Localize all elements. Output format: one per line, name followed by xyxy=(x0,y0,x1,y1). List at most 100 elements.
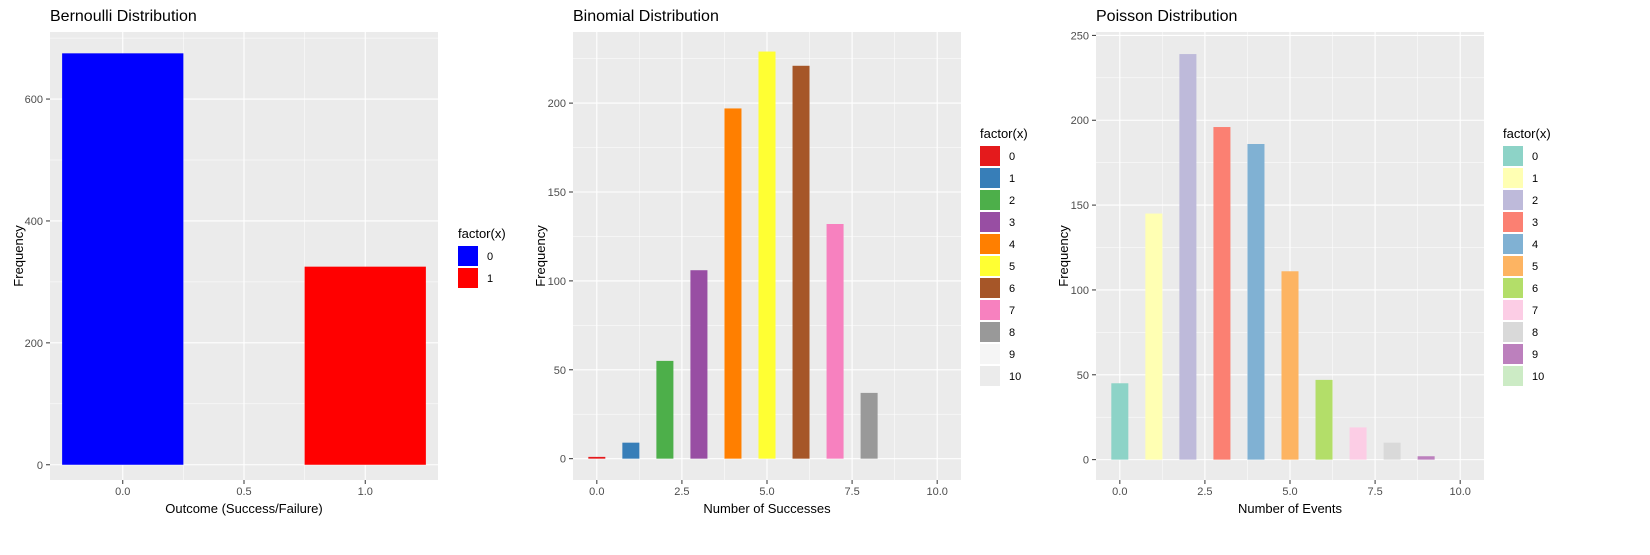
bar-x-8 xyxy=(860,392,878,459)
legend-key-4 xyxy=(1503,234,1523,254)
bar-x-5 xyxy=(758,51,776,459)
x-tick-label: 2.5 xyxy=(1197,486,1212,498)
legend-title: factor(x) xyxy=(1503,126,1551,141)
y-tick-label: 50 xyxy=(554,365,566,377)
legend: factor(x) 0 1 xyxy=(458,226,506,288)
chart-title: Poisson Distribution xyxy=(1096,8,1237,25)
legend-label-7: 7 xyxy=(1532,305,1538,317)
y-tick-label: 50 xyxy=(1077,370,1089,382)
legend-label-1: 1 xyxy=(1009,173,1015,185)
x-axis-title: Number of Successes xyxy=(703,501,831,516)
legend-key-1 xyxy=(1503,168,1523,188)
x-tick-label: 10.0 xyxy=(926,486,947,498)
legend-label-4: 4 xyxy=(1009,239,1015,251)
legend-label-2: 2 xyxy=(1009,195,1015,207)
legend-label-5: 5 xyxy=(1009,261,1015,273)
x-tick-label: 0.0 xyxy=(115,486,130,498)
y-tick-label: 200 xyxy=(1071,115,1089,127)
legend-key-6 xyxy=(1503,278,1523,298)
x-tick-label: 7.5 xyxy=(1367,486,1382,498)
legend-label-10: 10 xyxy=(1009,371,1021,383)
y-axis-title: Frequency xyxy=(1056,225,1071,287)
chart-title: Bernoulli Distribution xyxy=(50,8,197,25)
x-tick-label: 0.0 xyxy=(589,486,604,498)
bar-x-8 xyxy=(1383,442,1401,460)
y-axis-title: Frequency xyxy=(533,225,548,287)
legend-key-3 xyxy=(1503,212,1523,232)
legend-key-0 xyxy=(458,246,478,266)
x-tick-label: 2.5 xyxy=(674,486,689,498)
bar-x-5 xyxy=(1281,271,1299,460)
legend-key-1 xyxy=(458,268,478,288)
legend-key-7 xyxy=(1503,300,1523,320)
x-tick-label: 7.5 xyxy=(844,486,859,498)
legend-label-8: 8 xyxy=(1009,327,1015,339)
y-tick-label: 150 xyxy=(548,187,566,199)
legend-label-4: 4 xyxy=(1532,239,1538,251)
legend-key-8 xyxy=(980,322,1000,342)
chart-2: 0.0 2.5 5.0 7.5 10.0 0 50 100 150 200 Binomial Dis… xyxy=(533,8,1028,516)
y-tick-label: 0 xyxy=(560,454,566,466)
x-tick-label: 5.0 xyxy=(1282,486,1297,498)
legend-key-1 xyxy=(980,168,1000,188)
y-tick-label: 100 xyxy=(1071,285,1089,297)
legend-key-8 xyxy=(1503,322,1523,342)
bar-x-3 xyxy=(1213,127,1231,460)
bar-x-2 xyxy=(1179,54,1197,460)
legend-label-2: 2 xyxy=(1532,195,1538,207)
legend-label-3: 3 xyxy=(1009,217,1015,229)
x-tick-label: 10.0 xyxy=(1449,486,1470,498)
legend-title: factor(x) xyxy=(458,226,506,241)
legend-key-10 xyxy=(1503,366,1523,386)
legend-label-8: 8 xyxy=(1532,327,1538,339)
legend-label-1: 1 xyxy=(1532,173,1538,185)
y-tick-label: 250 xyxy=(1071,30,1089,42)
legend-key-4 xyxy=(980,234,1000,254)
bar-x-3 xyxy=(690,270,708,459)
legend-label-9: 9 xyxy=(1532,349,1538,361)
x-axis-title: Number of Events xyxy=(1238,501,1343,516)
legend-label-10: 10 xyxy=(1532,371,1544,383)
y-tick-label: 0 xyxy=(37,460,43,472)
x-tick-label: 0.5 xyxy=(236,486,251,498)
legend-label-9: 9 xyxy=(1009,349,1015,361)
legend-key-9 xyxy=(980,344,1000,364)
bar-x-2 xyxy=(656,360,674,459)
legend-key-2 xyxy=(980,190,1000,210)
legend: factor(x) 0 1 2 3 4 5 6 7 8 9 10 xyxy=(1503,126,1551,386)
legend-key-9 xyxy=(1503,344,1523,364)
legend-key-3 xyxy=(980,212,1000,232)
y-tick-label: 600 xyxy=(25,94,43,106)
legend-key-2 xyxy=(1503,190,1523,210)
bar-x-6 xyxy=(792,65,810,459)
legend-label-6: 6 xyxy=(1009,283,1015,295)
bar-x-0 xyxy=(1111,383,1129,460)
legend: factor(x) 0 1 2 3 4 5 6 7 8 9 10 xyxy=(980,126,1028,386)
legend-label-0: 0 xyxy=(1532,151,1538,163)
y-tick-label: 150 xyxy=(1071,200,1089,212)
bar-x-1 xyxy=(622,442,640,459)
y-tick-label: 100 xyxy=(548,276,566,288)
x-axis-title: Outcome (Success/Failure) xyxy=(165,501,323,516)
y-tick-label: 0 xyxy=(1083,455,1089,467)
legend-key-10 xyxy=(980,366,1000,386)
chart-1: 0.0 0.5 1.0 0 200 400 600 Bernoulli Distributio… xyxy=(11,8,506,516)
bar-x-6 xyxy=(1315,379,1333,460)
legend-key-5 xyxy=(980,256,1000,276)
x-tick-label: 0.0 xyxy=(1112,486,1127,498)
y-tick-label: 200 xyxy=(548,98,566,110)
legend-label-1: 1 xyxy=(487,273,493,285)
legend-label-5: 5 xyxy=(1532,261,1538,273)
legend-label-7: 7 xyxy=(1009,305,1015,317)
chart-title: Binomial Distribution xyxy=(573,8,719,25)
legend-key-7 xyxy=(980,300,1000,320)
legend-key-6 xyxy=(980,278,1000,298)
y-tick-label: 400 xyxy=(25,216,43,228)
bar-x-1 xyxy=(1145,213,1163,460)
bar-x-7 xyxy=(1349,427,1367,460)
bar-x-7 xyxy=(826,224,844,459)
legend-key-0 xyxy=(1503,146,1523,166)
x-tick-label: 5.0 xyxy=(759,486,774,498)
